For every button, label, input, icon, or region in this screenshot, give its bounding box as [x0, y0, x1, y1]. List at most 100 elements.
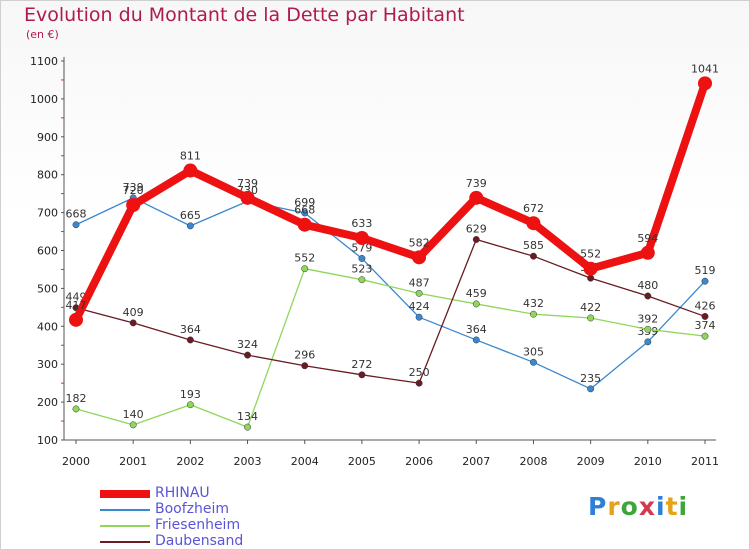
data-point: [644, 325, 652, 333]
data-point: [72, 405, 80, 413]
data-point: [301, 209, 309, 217]
data-label: 296: [294, 349, 315, 362]
chart-title: Evolution du Montant de la Dette par Hab…: [24, 4, 465, 26]
data-point: [701, 332, 709, 340]
data-point: [69, 312, 83, 327]
y-tick-label: 100: [37, 434, 58, 447]
x-tick-label: 2008: [519, 455, 547, 468]
series-line-friesenheim: [75, 268, 706, 428]
data-label: 668: [294, 204, 315, 217]
data-label: 459: [466, 287, 487, 300]
legend-item-boofzheim: Boofzheim: [100, 502, 300, 518]
x-tick-label: 2001: [119, 455, 147, 468]
data-point: [186, 401, 194, 409]
data-point: [530, 310, 537, 318]
legend-label: RHINAU: [155, 485, 210, 501]
data-point: [358, 371, 366, 379]
data-point: [587, 385, 595, 393]
legend-swatch: [100, 509, 150, 511]
data-label: 552: [580, 248, 601, 261]
legend-item-daubensand: Daubensand: [100, 534, 300, 550]
data-point: [240, 190, 255, 205]
x-tick-label: 2002: [176, 455, 204, 468]
y-tick-label: 1000: [30, 93, 58, 106]
data-point: [640, 245, 655, 260]
data-label: 235: [580, 372, 601, 385]
x-tick-label: 2011: [691, 455, 719, 468]
data-label: 720: [123, 184, 144, 197]
data-point: [129, 319, 137, 327]
data-point: [469, 190, 484, 205]
data-point: [472, 300, 480, 308]
data-point: [244, 423, 251, 431]
logo-letter: i: [678, 492, 689, 521]
x-tick-label: 2004: [291, 455, 319, 468]
data-label: 585: [523, 239, 544, 252]
y-tick-label: 1100: [30, 55, 58, 68]
data-label: 672: [523, 202, 544, 215]
x-tick-label: 2009: [577, 455, 605, 468]
data-point: [583, 261, 598, 276]
data-label: 739: [237, 177, 258, 190]
data-point: [183, 163, 198, 178]
data-point: [530, 252, 537, 260]
legend-swatch: [100, 490, 150, 498]
data-label: 364: [466, 323, 487, 336]
data-label: 633: [351, 217, 372, 230]
legend-label: Friesenheim: [155, 517, 241, 533]
data-point: [698, 76, 712, 91]
x-tick-label: 2005: [348, 455, 376, 468]
data-point: [415, 379, 423, 387]
logo-letter: o: [620, 492, 639, 521]
data-label: 324: [237, 338, 258, 351]
data-point: [126, 198, 141, 213]
y-tick-label: 500: [37, 282, 58, 295]
data-point: [354, 230, 369, 245]
legend-item-friesenheim: Friesenheim: [100, 518, 300, 534]
data-label: 140: [123, 408, 144, 421]
data-label: 432: [523, 297, 544, 310]
data-label: 417: [66, 299, 87, 312]
data-label: 519: [695, 264, 716, 277]
data-label: 594: [637, 232, 658, 245]
data-label: 665: [180, 209, 201, 222]
data-label: 579: [351, 241, 372, 254]
data-point: [301, 362, 309, 370]
x-tick-label: 2003: [234, 455, 262, 468]
data-point: [244, 351, 251, 359]
data-label: 250: [409, 366, 430, 379]
x-tick-label: 2010: [634, 455, 662, 468]
logo-letter: x: [638, 492, 656, 521]
data-label: 272: [351, 358, 372, 371]
data-point: [587, 274, 595, 282]
data-point: [644, 338, 652, 346]
data-label: 134: [237, 410, 258, 423]
y-tick-label: 400: [37, 320, 58, 333]
data-label: 582: [409, 236, 430, 249]
data-label: 422: [580, 301, 601, 314]
logo-letter: P: [588, 492, 608, 521]
x-tick-label: 2000: [62, 455, 90, 468]
data-point: [297, 217, 312, 232]
data-label: 193: [180, 388, 201, 401]
data-point: [415, 289, 423, 297]
data-point: [472, 236, 480, 243]
data-label: 739: [123, 181, 144, 194]
y-tick-label: 600: [37, 245, 58, 258]
y-tick-label: 700: [37, 207, 58, 220]
data-point: [644, 292, 652, 300]
legend-label: Daubensand: [155, 533, 244, 549]
x-tick-label: 2007: [462, 455, 490, 468]
legend-item-rhinau: RHINAU: [100, 486, 300, 502]
legend-label: Boofzheim: [155, 501, 230, 517]
data-label: 392: [637, 312, 658, 325]
data-point: [129, 421, 137, 429]
series-line-boofzheim: [75, 197, 706, 390]
series-line-daubensand: [75, 238, 706, 384]
data-point: [530, 358, 537, 366]
data-label: 699: [294, 196, 315, 209]
logo-letter: i: [656, 492, 666, 521]
data-point: [186, 222, 194, 230]
